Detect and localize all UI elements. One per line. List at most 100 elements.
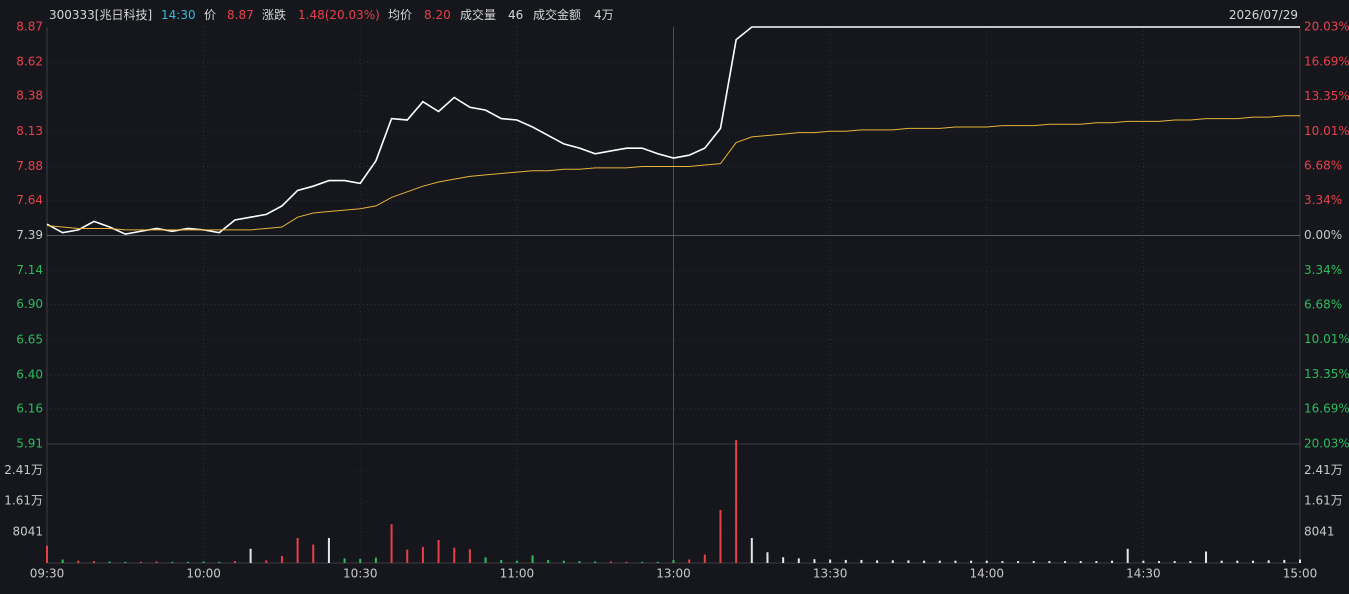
field-label: 成交量 (460, 8, 497, 22)
volume-bar (108, 561, 111, 563)
volume-bar (688, 559, 691, 563)
volume-bar (907, 560, 910, 563)
volume-bar (1158, 561, 1161, 563)
volume-bar (46, 545, 48, 563)
volume-bar (280, 556, 283, 563)
y-tick-label: 8.38 (16, 89, 43, 103)
field-value: 8.87 (227, 8, 254, 22)
y-tick-label: 8041 (1304, 525, 1335, 539)
volume-bar (1017, 561, 1020, 563)
volume-bar (703, 554, 706, 563)
y-tick-label: 6.16 (16, 401, 43, 415)
y2-tick-label: 3.34% (1304, 263, 1342, 277)
field-label: 涨跌 (262, 8, 287, 22)
volume-bar (202, 561, 205, 563)
volume-bar (970, 560, 973, 563)
volume-bar (249, 548, 252, 563)
volume-bar (515, 560, 518, 563)
volume-bar (296, 538, 299, 563)
x-tick-label: 10:00 (186, 567, 221, 581)
volume-bar (766, 552, 769, 563)
y2-tick-label: 13.35% (1304, 367, 1349, 381)
y-tick-label: 2.41万 (1304, 463, 1343, 477)
y2-tick-label: 6.68% (1304, 158, 1342, 172)
volume-bar (1126, 548, 1129, 563)
y-tick-label: 6.90 (16, 297, 43, 311)
average-line (46, 115, 1300, 231)
field-value: 46 (508, 8, 524, 22)
volume-bar (1220, 560, 1223, 563)
volume-bar (468, 549, 471, 563)
x-tick-label: 10:30 (343, 567, 378, 581)
volume-bar (735, 440, 738, 563)
y2-tick-label: 0.00% (1304, 228, 1342, 242)
field-value: 4万 (594, 8, 614, 22)
volume-bar (77, 560, 80, 563)
y2-tick-label: 20.03% (1304, 437, 1349, 451)
volume-bar (359, 558, 362, 563)
volume-bar (186, 561, 189, 563)
volume-bar (390, 524, 393, 563)
y-tick-label: 6.40 (16, 367, 43, 381)
volume-bar (782, 557, 785, 563)
volume-bar (437, 539, 440, 563)
y-tick-label: 7.88 (16, 159, 43, 173)
volume-bar (547, 559, 550, 563)
volume-bar (641, 561, 644, 563)
y2-tick-label: 20.03% (1304, 20, 1349, 34)
y-tick-label: 8.13 (16, 124, 43, 138)
x-tick-label: 14:00 (969, 567, 1004, 581)
volume-bar (1001, 561, 1004, 563)
volume-bar (1283, 559, 1286, 563)
y2-tick-label: 13.35% (1304, 89, 1349, 103)
volume-bar (985, 560, 988, 563)
quote-time: 14:30 (161, 8, 196, 22)
y2-tick-label: 10.01% (1304, 332, 1349, 346)
y-tick-label: 7.64 (16, 193, 43, 207)
volume-bar (1267, 560, 1270, 563)
volume-bar (844, 559, 847, 563)
volume-bar (562, 560, 565, 563)
x-tick-label: 15:00 (1283, 567, 1318, 581)
volume-bar (1079, 561, 1082, 563)
volume-bar (813, 559, 816, 563)
volume-bar (531, 555, 534, 563)
volume-bar (500, 559, 503, 563)
y-tick-label: 7.39 (16, 228, 43, 242)
volume-bar (484, 557, 487, 563)
volume-bar (406, 549, 409, 563)
x-tick-label: 09:30 (30, 567, 65, 581)
y2-tick-label: 16.69% (1304, 54, 1349, 68)
volume-bar (1299, 559, 1301, 563)
field-label: 价 (204, 8, 217, 22)
x-tick-label: 14:30 (1126, 567, 1161, 581)
volume-bar (578, 561, 581, 563)
field-label: 均价 (388, 8, 413, 22)
volume-bar (155, 561, 158, 563)
y2-tick-label: 6.68% (1304, 298, 1342, 312)
y2-tick-label: 10.01% (1304, 124, 1349, 138)
x-tick-label: 11:00 (500, 567, 535, 581)
volume-bar (609, 561, 612, 563)
volume-bar (672, 559, 675, 563)
volume-bar (312, 544, 315, 563)
volume-bar (61, 559, 64, 563)
volume-bar (1142, 560, 1145, 563)
volume-bar (233, 561, 236, 563)
volume-bar (625, 561, 628, 563)
y-tick-label: 7.14 (16, 263, 43, 277)
volume-bar (797, 558, 800, 563)
volume-bar (218, 561, 221, 563)
volume-bar (265, 560, 268, 563)
quote-date: 2026/07/29 (1228, 8, 1298, 22)
field-value: 1.48(20.03%) (298, 8, 380, 22)
volume-bar (954, 560, 957, 563)
y-tick-label: 1.61万 (1304, 494, 1343, 508)
y-tick-label: 5.91 (16, 437, 43, 451)
y-tick-label: 1.61万 (4, 494, 43, 508)
volume-bar (1032, 561, 1035, 563)
volume-bar (860, 559, 863, 563)
stock-code: 300333[兆日科技] (49, 8, 153, 22)
y-tick-label: 2.41万 (4, 463, 43, 477)
y2-tick-label: 3.34% (1304, 193, 1342, 207)
